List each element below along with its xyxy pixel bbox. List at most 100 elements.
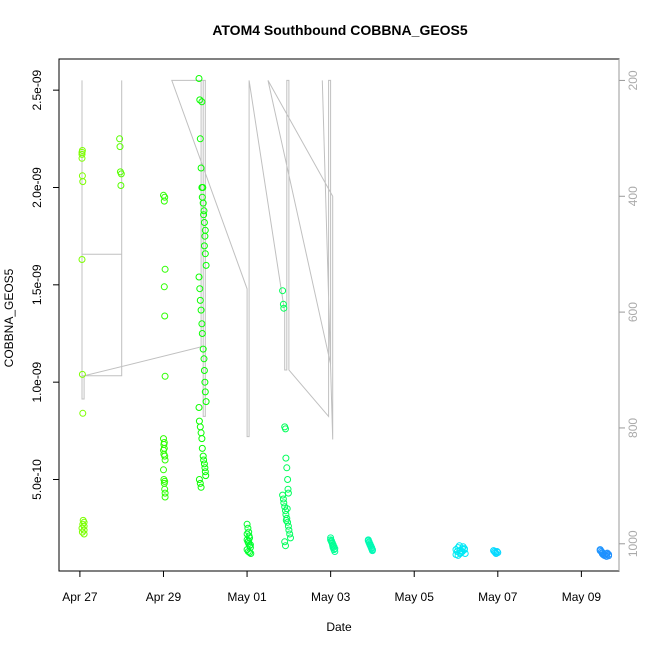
data-point — [198, 330, 206, 337]
data-point — [279, 287, 287, 295]
pressure-line-layer — [81, 79, 334, 440]
data-point — [202, 472, 210, 480]
y-tick-label: 1.0e-09 — [30, 361, 44, 402]
data-point — [285, 526, 293, 534]
data-point — [196, 135, 204, 143]
y-tick-label: 1.5e-09 — [30, 264, 44, 305]
data-point — [198, 435, 206, 443]
data-point — [201, 378, 209, 386]
data-point — [245, 537, 253, 545]
data-point — [456, 550, 464, 557]
data-point — [195, 75, 203, 82]
data-point — [198, 193, 206, 201]
data-point — [198, 320, 206, 328]
data-point — [161, 493, 169, 501]
data-point — [200, 456, 208, 464]
data-point — [284, 489, 292, 497]
data-point — [161, 265, 169, 273]
data-point — [161, 193, 169, 201]
data-point — [284, 485, 292, 493]
data-point — [282, 454, 290, 462]
data-point — [160, 439, 168, 446]
data-point — [161, 312, 169, 320]
data-point — [160, 450, 168, 458]
data-point — [200, 460, 208, 468]
data-point — [279, 491, 287, 499]
data-point — [196, 479, 204, 487]
data-point — [197, 429, 205, 437]
data-point — [282, 507, 289, 515]
y2-tick-label: 400 — [626, 186, 640, 206]
data-point — [78, 147, 86, 154]
data-point — [197, 306, 205, 314]
data-point — [195, 476, 203, 483]
data-point — [282, 425, 289, 433]
data-point — [78, 150, 86, 158]
x-tick-label: May 07 — [478, 590, 518, 604]
x-tick-label: Apr 27 — [62, 590, 98, 604]
data-point — [202, 261, 210, 269]
y2-tick-label: 800 — [626, 418, 640, 438]
data-point — [116, 135, 124, 143]
data-point — [161, 485, 169, 493]
data-point — [78, 256, 86, 263]
data-point — [247, 550, 255, 557]
y2-tick-label: 200 — [626, 70, 640, 90]
data-point — [199, 184, 207, 191]
pressure-line — [81, 79, 334, 440]
data-point — [80, 522, 88, 530]
data-point — [201, 464, 209, 472]
data-point — [161, 372, 169, 380]
data-point — [201, 388, 209, 396]
y-tick-label: 5.0e-10 — [30, 459, 44, 500]
y2-axis: 200 400 600 800 1000 — [618, 59, 640, 571]
data-point — [79, 178, 87, 186]
data-point — [117, 170, 125, 178]
data-point — [200, 211, 208, 219]
data-point — [284, 518, 292, 526]
x-tick-label: May 09 — [562, 590, 602, 604]
data-point — [199, 452, 207, 460]
data-point — [78, 154, 86, 162]
data-point — [283, 464, 291, 472]
data-point — [605, 552, 613, 560]
data-point — [199, 345, 207, 353]
plot-frame — [58, 58, 620, 572]
data-point — [198, 444, 206, 452]
data-point — [195, 417, 203, 425]
data-point — [493, 548, 501, 555]
data-point — [279, 300, 287, 308]
chart-title: ATOM4 Southbound COBBNA_GEOS5 — [212, 22, 468, 38]
data-point — [331, 545, 339, 553]
data-point — [201, 226, 209, 234]
data-point — [281, 538, 289, 546]
x-tick-label: May 01 — [227, 590, 267, 604]
y2-tick-label: 1000 — [626, 530, 640, 557]
points-layer — [78, 75, 613, 560]
data-point — [246, 549, 254, 556]
data-point — [160, 283, 168, 291]
data-point — [200, 355, 208, 363]
data-point — [287, 534, 294, 542]
data-point — [195, 404, 203, 411]
y-axis-label: COBBNA_GEOS5 — [2, 268, 16, 367]
data-point — [283, 505, 291, 513]
data-point — [201, 468, 209, 476]
x-axis-label: Date — [326, 620, 352, 634]
data-point — [494, 549, 502, 556]
data-point — [80, 530, 88, 538]
data-point — [327, 534, 335, 542]
data-point — [196, 296, 204, 304]
data-point — [198, 98, 206, 106]
data-point — [196, 96, 204, 104]
data-point — [491, 548, 498, 555]
data-point — [200, 207, 208, 215]
data-point — [79, 409, 87, 417]
data-point — [200, 219, 208, 226]
data-point — [161, 456, 169, 464]
x-tick-label: May 03 — [311, 590, 351, 604]
data-point — [596, 547, 604, 555]
data-point — [282, 542, 289, 550]
data-point — [282, 516, 290, 524]
